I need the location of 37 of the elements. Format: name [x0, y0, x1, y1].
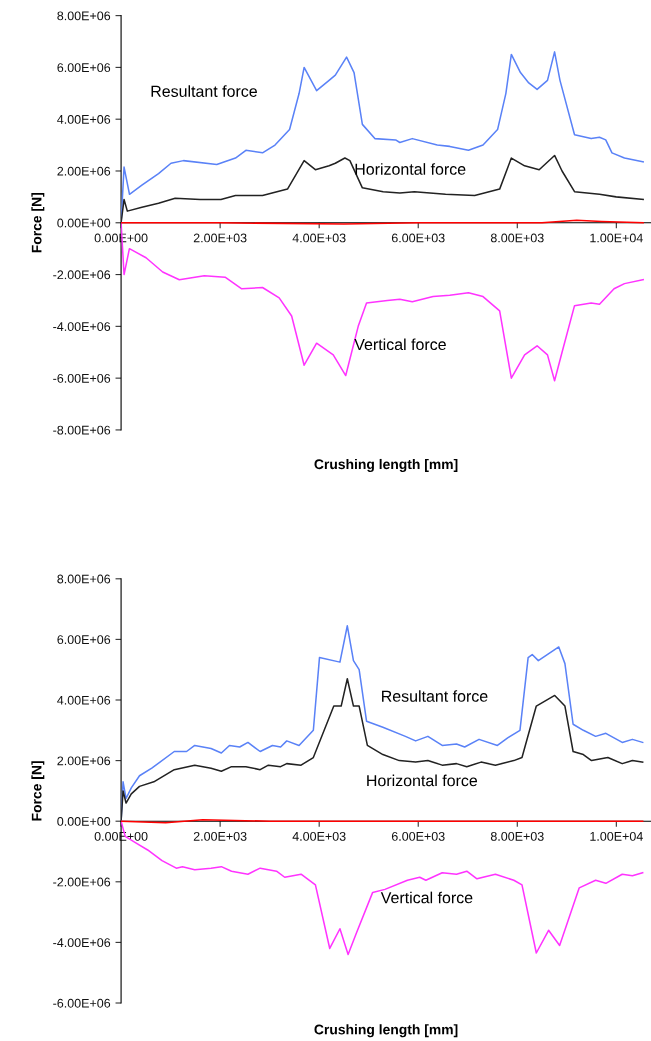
- x-tick-label: 8.00E+03: [490, 831, 544, 841]
- y-tick-label: 0.00E+00: [57, 817, 111, 826]
- y-tick-label: -6.00E+06: [53, 373, 111, 383]
- y-tick-label: 2.00E+06: [57, 756, 111, 766]
- annotation: Horizontal force: [367, 774, 478, 787]
- y-tick-label: -6.00E+06: [53, 998, 111, 1008]
- annotation: Resultant force: [151, 85, 257, 97]
- y-tick-label: -8.00E+06: [53, 425, 111, 435]
- x-tick-label: 6.00E+03: [391, 831, 445, 841]
- y-tick-label: 6.00E+06: [57, 63, 111, 73]
- x-tick-label: 1.00E+04: [590, 831, 643, 841]
- y-tick-label: -4.00E+06: [53, 938, 111, 948]
- y-tick-label: -2.00E+06: [53, 877, 111, 887]
- y-tick-label: 4.00E+06: [57, 115, 111, 124]
- x-tick-label: 8.00E+03: [490, 233, 544, 243]
- y-axis-title: Force [N]: [31, 761, 45, 821]
- x-axis-title: Crushing length [mm]: [314, 1024, 458, 1038]
- y-tick-label: -2.00E+06: [53, 270, 111, 280]
- y-tick-label: 2.00E+06: [57, 166, 111, 176]
- x-tick-label: 4.00E+03: [292, 233, 346, 243]
- y-axis-title: Force [N]: [31, 193, 45, 253]
- x-tick-label: 4.00E+03: [292, 831, 346, 841]
- x-axis-title: Crushing length [mm]: [314, 458, 458, 472]
- y-tick-label: 8.00E+06: [57, 11, 111, 21]
- y-tick-label: 8.00E+06: [57, 574, 111, 584]
- annotation: Horizontal force: [355, 163, 466, 175]
- annotation: Vertical force: [354, 338, 446, 351]
- y-tick-label: -4.00E+06: [53, 322, 111, 332]
- annotation: Vertical force: [380, 891, 473, 904]
- annotation: Resultant force: [382, 690, 488, 702]
- y-tick-label: 4.00E+06: [57, 695, 111, 705]
- x-tick-label: 1.00E+04: [590, 233, 643, 243]
- x-tick-label: 2.00E+03: [193, 831, 247, 841]
- y-tick-label: 0.00E+00: [57, 218, 111, 228]
- x-tick-label: 6.00E+03: [391, 233, 445, 243]
- x-tick-label: 2.00E+03: [193, 233, 247, 243]
- y-tick-label: 6.00E+06: [57, 635, 111, 645]
